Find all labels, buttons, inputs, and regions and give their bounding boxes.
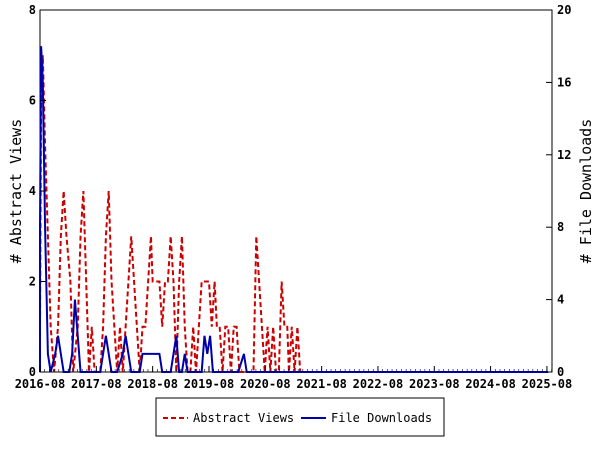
legend: Abstract Views File Downloads bbox=[155, 397, 445, 437]
file-downloads-line bbox=[39, 46, 549, 373]
legend-box bbox=[155, 397, 445, 437]
y-axis-right: 0 4 8 12 16 20 bbox=[546, 3, 571, 379]
x-tick-label: 2019-08 bbox=[184, 377, 235, 391]
legend-label-file-downloads: File Downloads bbox=[331, 411, 432, 425]
plot-area bbox=[39, 9, 553, 373]
x-tick-label: 2021-08 bbox=[296, 377, 347, 391]
y-axis-left-label: # Abstract Views bbox=[7, 119, 25, 264]
y-axis-left: 0 2 4 6 8 bbox=[29, 3, 46, 379]
x-axis: 2016-08 2017-08 2018-08 2019-08 2020-08 2021-… bbox=[15, 366, 573, 391]
x-tick-label: 2025-08 bbox=[522, 377, 573, 391]
legend-label-abstract-views: Abstract Views bbox=[193, 411, 294, 425]
x-tick-label: 2020-08 bbox=[240, 377, 291, 391]
y-left-tick-label: 2 bbox=[29, 275, 36, 289]
y-right-tick-label: 12 bbox=[557, 148, 571, 162]
x-tick-label: 2024-08 bbox=[465, 377, 516, 391]
x-tick-label: 2023-08 bbox=[409, 377, 460, 391]
y-right-tick-label: 20 bbox=[557, 3, 571, 17]
y-left-tick-label: 4 bbox=[29, 184, 36, 198]
x-tick-label: 2017-08 bbox=[71, 377, 122, 391]
file-downloads-series bbox=[39, 46, 549, 373]
y-left-tick-label: 8 bbox=[29, 3, 36, 17]
y-right-tick-label: 8 bbox=[557, 220, 564, 234]
y-right-tick-label: 16 bbox=[557, 75, 571, 89]
y-left-tick-label: 6 bbox=[29, 94, 36, 108]
y-axis-right-label: # File Downloads bbox=[577, 119, 595, 264]
y-right-tick-label: 0 bbox=[557, 365, 564, 379]
y-right-tick-label: 4 bbox=[557, 293, 564, 307]
y-left-tick-label: 0 bbox=[29, 365, 36, 379]
x-tick-label: 2016-08 bbox=[15, 377, 66, 391]
x-tick-label: 2022-08 bbox=[353, 377, 404, 391]
x-tick-label: 2018-08 bbox=[127, 377, 178, 391]
